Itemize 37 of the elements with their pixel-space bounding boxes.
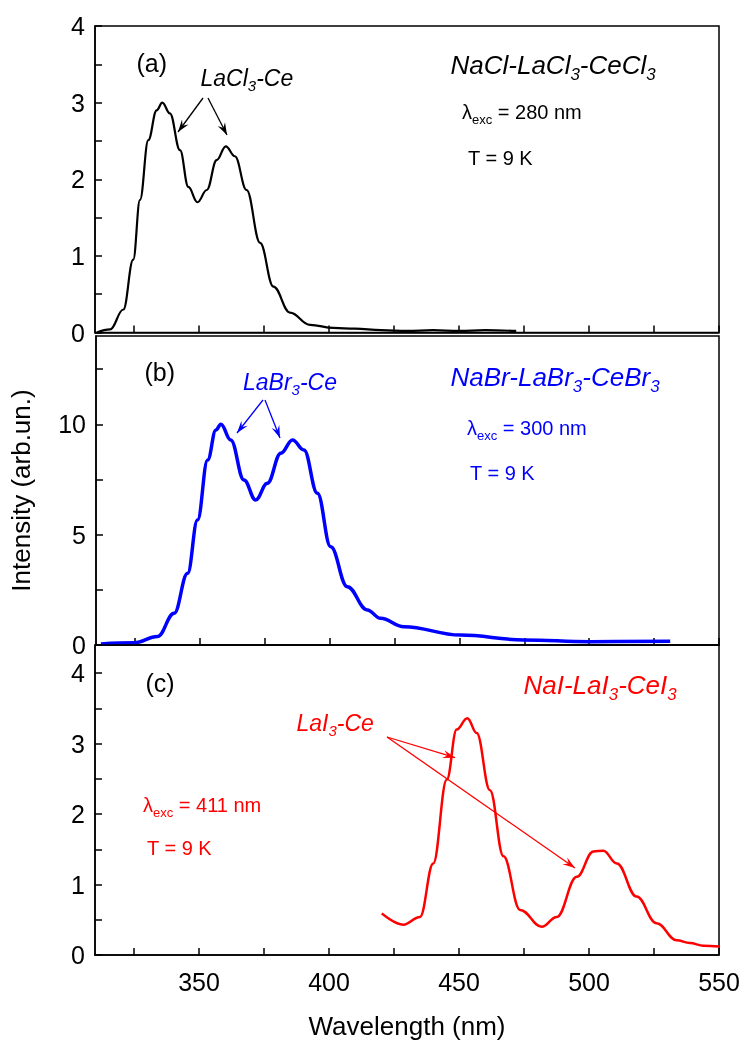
y-tick-label: 4 [71, 659, 86, 688]
x-tick-label: 550 [698, 967, 740, 996]
x-tick-label: 400 [308, 967, 350, 996]
annotation: λ$_{exc}$ = 411 nm [143, 794, 262, 820]
y-tick-label: 2 [71, 165, 85, 194]
annotation: (a) [136, 48, 168, 77]
x-axis-title: Wavelength (nm) [308, 1011, 506, 1041]
annotation: (b) [144, 357, 176, 386]
x-tick-label: 450 [438, 967, 480, 996]
annotation: LaBr$_{3}$-Ce [243, 368, 337, 398]
annotation: λ$_{exc}$ = 300 nm [467, 417, 587, 443]
y-tick-label: 3 [71, 729, 85, 758]
y-tick-label: 0 [71, 318, 85, 347]
y-axis-title: Intensity (arb.un.) [6, 389, 36, 592]
y-tick-label: 0 [72, 631, 86, 659]
y-tick-label: 4 [71, 12, 86, 40]
line-series [99, 422, 672, 646]
y-tick-label: 0 [71, 941, 85, 969]
annotation: NaBr-LaBr$_{3}$-CeBr$_{3}$ [450, 362, 660, 396]
annotation: T = 9 K [468, 147, 533, 169]
x-tick-label: 350 [178, 967, 220, 996]
annotation: LaCl$_{3}$-Ce [200, 64, 294, 94]
y-tick-label: 3 [71, 88, 85, 117]
annotation: T = 9 K [470, 462, 535, 484]
y-tick-label: 10 [58, 410, 86, 439]
annotation: LaI$_{3}$-Ce [296, 709, 374, 739]
annotation: NaI-LaI$_{3}$-CeI$_{3}$ [523, 670, 677, 704]
x-tick-label: 500 [568, 967, 610, 996]
y-tick-label: 1 [71, 241, 85, 270]
y-tick-label: 5 [72, 520, 86, 549]
annotation: (c) [145, 668, 175, 697]
y-tick-label: 2 [71, 800, 85, 829]
annotation: λ$_{exc}$ = 280 nm [462, 101, 582, 127]
line-series [380, 717, 721, 948]
annotation: NaCl-LaCl$_{3}$-CeCl$_{3}$ [450, 50, 656, 84]
y-tick-label: 1 [71, 870, 85, 899]
annotation: T = 9 K [147, 837, 212, 859]
